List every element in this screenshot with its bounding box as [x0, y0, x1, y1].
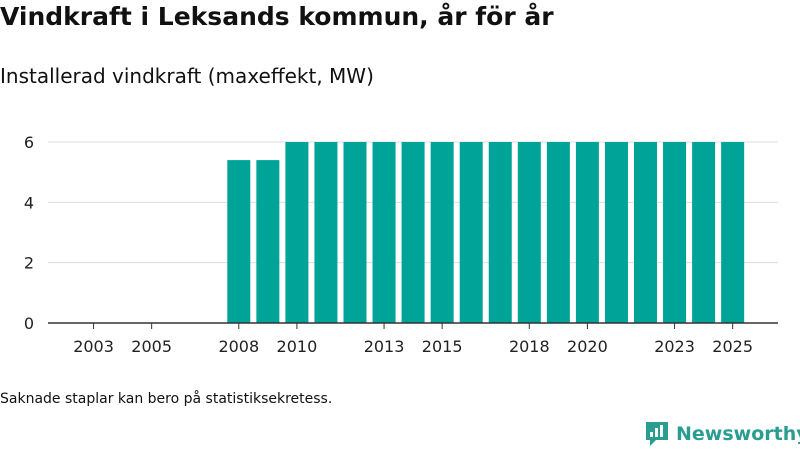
y-tick-label: 6	[24, 133, 34, 152]
chart-title: Vindkraft i Leksands kommun, år för år	[0, 2, 554, 31]
bar	[546, 142, 570, 323]
x-tick-label: 2003	[73, 337, 114, 356]
bar	[692, 142, 716, 323]
chart-subtitle: Installerad vindkraft (maxeffekt, MW)	[0, 64, 374, 88]
bar	[488, 142, 512, 323]
x-tick-label: 2010	[277, 337, 318, 356]
x-tick-label: 2005	[131, 337, 172, 356]
footnote: Saknade staplar kan bero på statistiksek…	[0, 391, 333, 407]
x-tick-label: 2023	[654, 337, 695, 356]
bar	[721, 142, 745, 323]
bar	[663, 142, 687, 323]
bar	[401, 142, 425, 323]
x-tick-label: 2013	[364, 337, 405, 356]
brand-logo[interactable]: Newsworthy	[644, 420, 800, 448]
x-tick-label: 2015	[422, 337, 463, 356]
bar	[459, 142, 483, 323]
bar	[430, 142, 454, 323]
y-tick-label: 4	[24, 193, 34, 212]
y-tick-label: 2	[24, 254, 34, 273]
bar	[227, 160, 251, 323]
bar	[343, 142, 367, 323]
newsworthy-icon	[646, 422, 668, 446]
bar	[517, 142, 541, 323]
bar	[634, 142, 657, 323]
x-tick-label: 2008	[218, 337, 259, 356]
y-tick-label: 0	[24, 314, 34, 333]
x-tick-label: 2018	[509, 337, 550, 356]
bar	[604, 142, 628, 323]
bar	[256, 160, 280, 323]
bar	[575, 142, 599, 323]
bar	[285, 142, 309, 323]
x-tick-label: 2025	[712, 337, 753, 356]
x-tick-label: 2020	[567, 337, 608, 356]
brand-name: Newsworthy	[676, 423, 800, 445]
bar	[372, 142, 396, 323]
bar-chart: 0 2 4 6 2003 2005 2008 2010 2013 2015 2018 2020 2023…	[24, 133, 778, 356]
bar	[314, 142, 338, 323]
